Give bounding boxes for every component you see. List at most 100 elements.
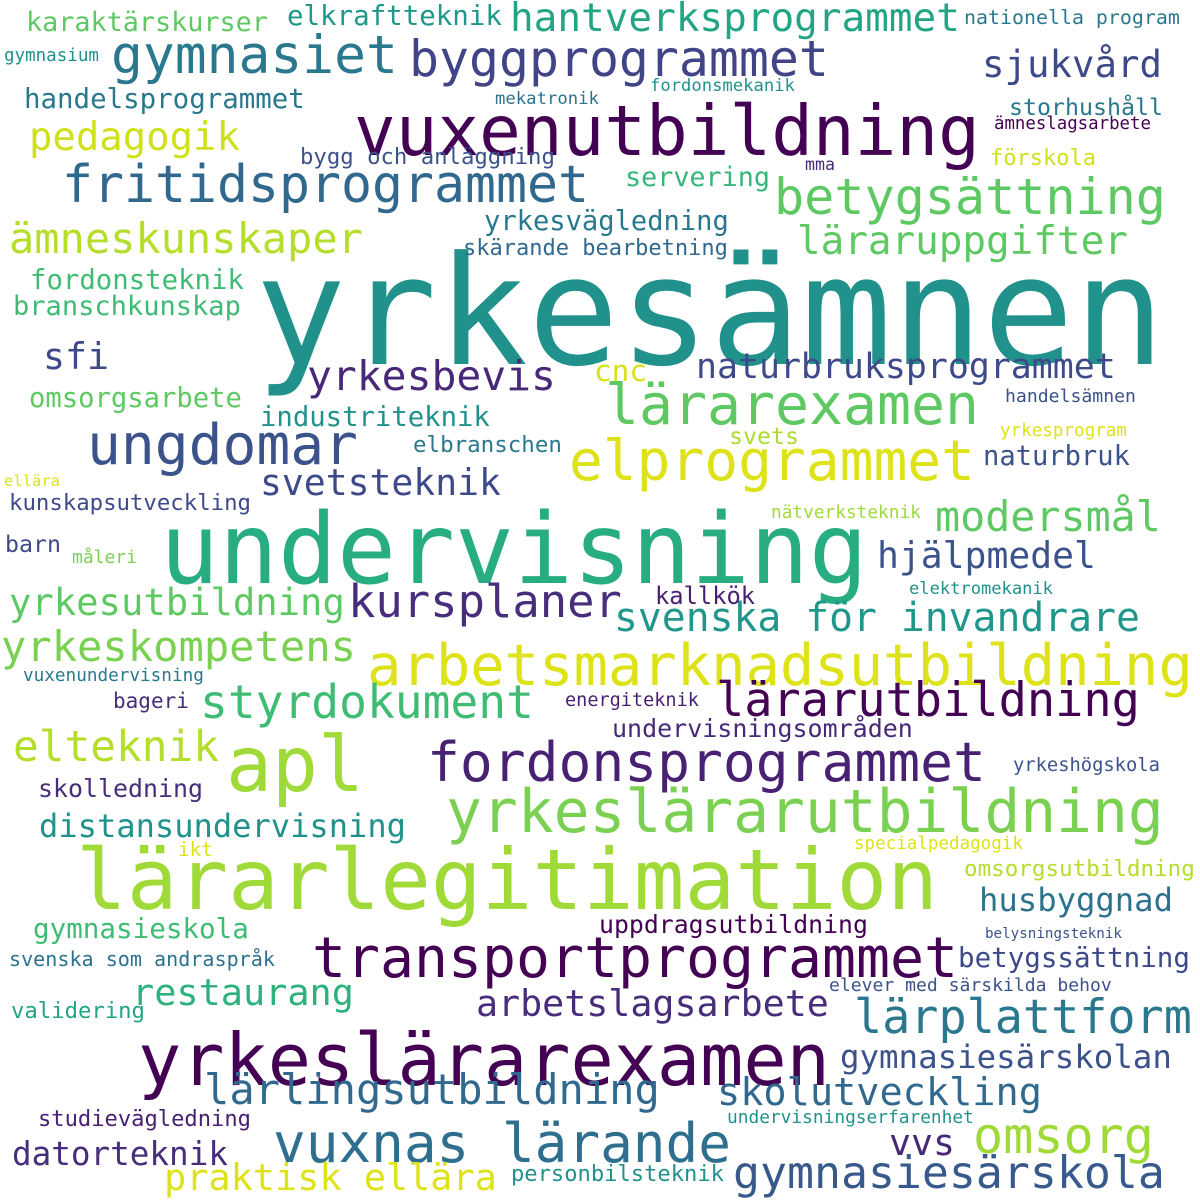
word: byggprogrammet (409, 30, 829, 89)
word: sjukvård (982, 42, 1162, 87)
word: elkraftteknik (287, 0, 502, 32)
word: mma (805, 155, 835, 175)
word: naturbruksprogrammet (696, 346, 1116, 387)
word: mekatronik (495, 88, 599, 109)
word: lärarutbildning (716, 672, 1140, 728)
word: yrkeslärarutbildning (446, 778, 1164, 848)
word: husbyggnad (979, 880, 1173, 919)
word: studievägledning (38, 1105, 251, 1132)
word: yrkesämnen (255, 224, 1165, 401)
word: yrkesbevis (307, 351, 556, 400)
word: arbetslagsarbete (476, 981, 829, 1025)
word: styrdokument (200, 675, 534, 730)
word: nationella program (964, 5, 1180, 29)
word: skolledning (38, 774, 203, 804)
word: omsorgsutbildning (964, 855, 1195, 882)
word: fritidsprogrammet (62, 155, 589, 216)
word: måleri (72, 547, 137, 568)
word: lärlingsutbildning (204, 1065, 660, 1115)
word: kursplaner (348, 574, 622, 628)
word: naturbruk (983, 440, 1130, 472)
word: kallkök (655, 581, 756, 610)
word: undervisning (160, 492, 868, 607)
word: gymnasiet (111, 24, 398, 86)
word: elbranschen (413, 432, 562, 459)
word: skärande bearbetning (463, 235, 728, 261)
word: specialpedagogik (854, 834, 1023, 855)
word: gymnasiesärskola (733, 1145, 1165, 1199)
word: arbetsmarknadsutbildning (367, 633, 1193, 700)
word: läraruppgifter (797, 219, 1128, 265)
word: förskola (990, 146, 1096, 171)
word: yrkeshögskola (1013, 754, 1160, 776)
word: svenska för invandrare (614, 595, 1140, 642)
word: karaktärskurser (26, 6, 268, 38)
word: omsorgsarbete (29, 383, 242, 415)
word: ellära (4, 471, 60, 490)
word: storhushåll (1009, 93, 1163, 121)
word: elever med särskilda behov (829, 975, 1112, 997)
word: fordonsmekanik (650, 76, 795, 97)
word: uppdragsutbildning (599, 910, 868, 940)
word: belysningsteknik (985, 926, 1122, 943)
word: ikt (178, 837, 213, 861)
word: svetsteknik (260, 460, 501, 504)
word: svenska som andraspråk (9, 947, 275, 972)
word: fordonsteknik (30, 265, 244, 297)
word: gymnasiesärskolan (840, 1037, 1172, 1076)
word: skolutveckling (717, 1069, 1042, 1115)
word: yrkesprogram (1000, 421, 1127, 442)
word: apl (226, 720, 364, 810)
word: yrkeslärarexamen (138, 1018, 830, 1103)
word: restaurang (132, 971, 354, 1015)
word: sfi (43, 335, 109, 379)
word: lärplattform (854, 990, 1192, 1045)
word: elprogrammet (569, 429, 975, 495)
word: ämneskunskaper (9, 213, 363, 263)
word: bygg och anläggning (300, 144, 555, 171)
word: personbilsteknik (511, 1161, 724, 1188)
word: handelsprogrammet (24, 83, 305, 115)
word: cnc (594, 353, 647, 388)
word: energiteknik (565, 690, 699, 712)
word: vuxnas lärande (273, 1111, 731, 1175)
word: fordonsprogrammet (427, 729, 986, 794)
word: undervisningsområden (612, 714, 913, 743)
word: validering (11, 998, 145, 1025)
word: barn (5, 530, 61, 558)
word: datorteknik (12, 1134, 228, 1173)
word: modersmål (935, 491, 1161, 541)
word: praktisk ellära (164, 1155, 497, 1199)
word: ungdomar (87, 413, 358, 479)
word: ämneslagsarbete (994, 113, 1151, 134)
word: svets (729, 423, 799, 451)
word: yrkeskompetens (1, 621, 356, 671)
word: gymnasieskola (33, 911, 249, 945)
word: undervisningserfarenhet (727, 1107, 974, 1129)
word: elektromekanik (909, 578, 1053, 599)
word: branschkunskap (13, 291, 241, 323)
word: distansundervisning (39, 806, 406, 845)
word: vuxenutbildning (354, 92, 980, 173)
word: kunskapsutveckling (9, 490, 251, 517)
word: handelsämnen (1005, 386, 1136, 408)
word: yrkesutbildning (9, 580, 345, 625)
word: pedagogik (29, 115, 240, 161)
word: bageri (113, 688, 189, 714)
word: lärarlegitimation (76, 830, 938, 929)
word: betygsättning (774, 167, 1166, 226)
word: elteknik (13, 721, 219, 772)
word: nätverksteknik (771, 502, 921, 524)
word: lärarexamen (605, 373, 979, 439)
word: transportprogrammet (312, 925, 958, 991)
word: servering (625, 162, 770, 194)
word: hantverksprogrammet (510, 0, 960, 42)
word: industriteknik (260, 402, 490, 434)
word: vvs (889, 1120, 955, 1164)
word: gymnasium (4, 45, 99, 66)
word: betygssättning (958, 942, 1190, 975)
word: hjälpmedel (877, 533, 1096, 577)
word: vuxenundervisning (23, 665, 204, 686)
word: yrkesvägledning (484, 205, 729, 237)
